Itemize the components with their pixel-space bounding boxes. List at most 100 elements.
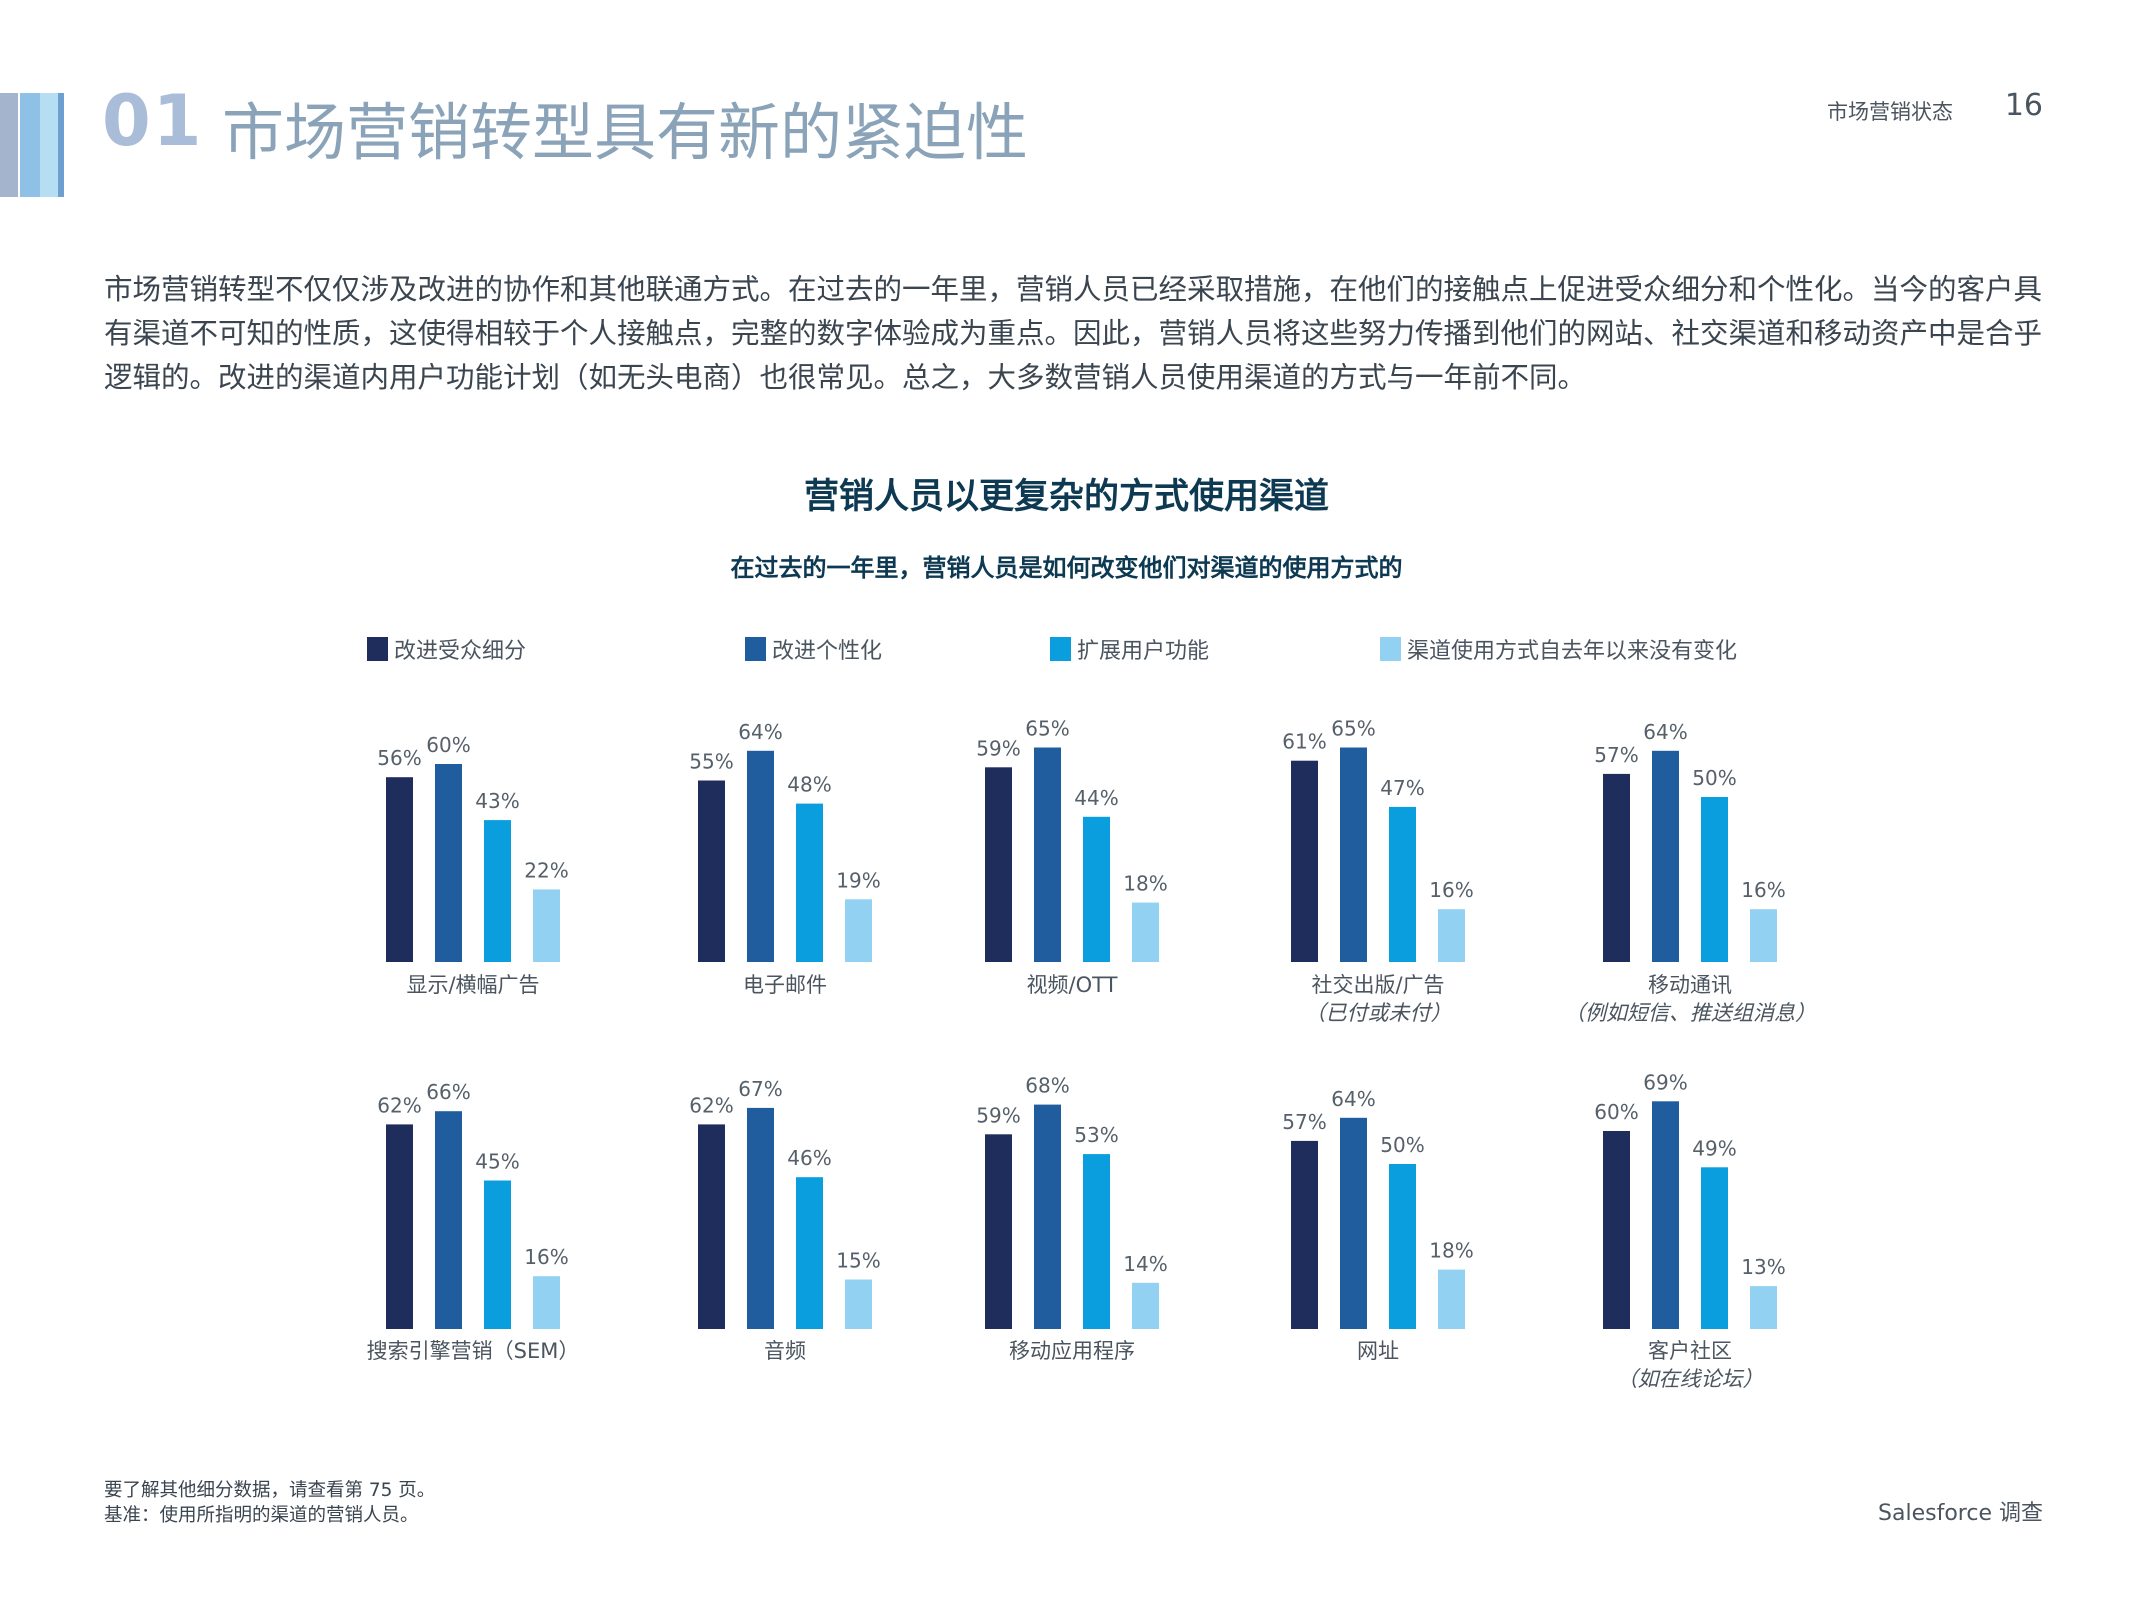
bar bbox=[698, 1124, 725, 1329]
bar bbox=[484, 1180, 511, 1329]
category-label: 网址 bbox=[1357, 1339, 1399, 1363]
bar bbox=[1389, 1164, 1416, 1329]
data-label: 43% bbox=[475, 789, 519, 813]
data-label: 55% bbox=[689, 750, 733, 774]
bar bbox=[1701, 1167, 1728, 1329]
bar bbox=[845, 1279, 872, 1329]
bar bbox=[1291, 760, 1318, 962]
data-label: 14% bbox=[1123, 1252, 1167, 1276]
footnote-base: 基准：使用所指明的渠道的营销人员。 bbox=[104, 1505, 419, 1526]
section-stripe-4 bbox=[58, 93, 64, 197]
bar bbox=[386, 777, 413, 962]
data-label: 44% bbox=[1074, 786, 1118, 810]
bar bbox=[1652, 1101, 1679, 1329]
data-label: 64% bbox=[1331, 1087, 1375, 1111]
data-label: 61% bbox=[1282, 730, 1326, 754]
data-label: 16% bbox=[1429, 878, 1473, 902]
bar bbox=[796, 803, 823, 962]
legend-swatch-personalization bbox=[745, 637, 766, 661]
data-label: 64% bbox=[738, 720, 782, 744]
bar bbox=[1340, 1117, 1367, 1329]
category-label: 音频 bbox=[764, 1339, 806, 1363]
intro-paragraph: 市场营销转型不仅仅涉及改进的协作和其他联通方式。在过去的一年里，营销人员已经采取… bbox=[104, 268, 2064, 400]
footnote-page-ref: 要了解其他细分数据，请查看第 75 页。 bbox=[104, 1480, 436, 1501]
data-label: 60% bbox=[426, 733, 470, 757]
bar bbox=[1083, 816, 1110, 962]
bar bbox=[1034, 1104, 1061, 1329]
bar bbox=[435, 1111, 462, 1329]
legend-item-personalization: 改进个性化 bbox=[745, 633, 882, 665]
category-label: 显示/横幅广告 bbox=[406, 973, 539, 997]
category-sublabel: （如在线论坛） bbox=[1617, 1367, 1764, 1391]
bar bbox=[1083, 1154, 1110, 1329]
legend-swatch-user-features bbox=[1050, 637, 1071, 661]
section-title: 市场营销转型具有新的紧迫性 bbox=[222, 96, 1029, 169]
bar bbox=[1132, 902, 1159, 962]
data-label: 62% bbox=[689, 1093, 733, 1117]
data-label: 49% bbox=[1692, 1136, 1736, 1160]
brand-label: Salesforce 调查 bbox=[1878, 1501, 2043, 1526]
data-label: 19% bbox=[836, 868, 880, 892]
section-number: 01 bbox=[102, 80, 204, 162]
data-label: 18% bbox=[1429, 1239, 1473, 1263]
bar bbox=[747, 1107, 774, 1329]
bar bbox=[796, 1177, 823, 1329]
intro-line: 逻辑的。改进的渠道内用户功能计划（如无头电商）也很常见。总之，大多数营销人员使用… bbox=[104, 361, 1587, 394]
bar bbox=[698, 780, 725, 962]
bar bbox=[1291, 1140, 1318, 1329]
page-number: 16 bbox=[2004, 88, 2043, 123]
bar bbox=[1603, 773, 1630, 962]
bar bbox=[1750, 1286, 1777, 1329]
data-label: 16% bbox=[524, 1245, 568, 1269]
data-label: 50% bbox=[1692, 766, 1736, 790]
data-label: 48% bbox=[787, 773, 831, 797]
data-label: 66% bbox=[426, 1080, 470, 1104]
bar bbox=[747, 750, 774, 962]
data-label: 13% bbox=[1741, 1255, 1785, 1279]
data-label: 56% bbox=[377, 746, 421, 770]
bar bbox=[1132, 1282, 1159, 1329]
data-label: 60% bbox=[1594, 1100, 1638, 1124]
bar bbox=[1652, 750, 1679, 962]
bar bbox=[533, 889, 560, 962]
bar bbox=[484, 820, 511, 962]
data-label: 67% bbox=[738, 1077, 782, 1101]
bar bbox=[1034, 747, 1061, 962]
data-label: 53% bbox=[1074, 1123, 1118, 1147]
bar bbox=[1701, 797, 1728, 962]
chart-title: 营销人员以更复杂的方式使用渠道 bbox=[803, 477, 1329, 517]
data-label: 15% bbox=[836, 1249, 880, 1273]
section-stripe-1 bbox=[0, 93, 18, 197]
data-label: 50% bbox=[1380, 1133, 1424, 1157]
category-label: 移动应用程序 bbox=[1009, 1339, 1135, 1363]
data-label: 62% bbox=[377, 1093, 421, 1117]
bar bbox=[1340, 747, 1367, 962]
bar bbox=[845, 899, 872, 962]
report-label: 市场营销状态 bbox=[1827, 100, 1953, 124]
legend-label: 改进受众细分 bbox=[394, 639, 527, 664]
category-label: 移动通讯 bbox=[1648, 973, 1732, 997]
data-label: 57% bbox=[1282, 1110, 1326, 1134]
category-label: 客户社区 bbox=[1648, 1339, 1732, 1363]
legend-label: 渠道使用方式自去年以来没有变化 bbox=[1407, 639, 1738, 664]
bar bbox=[1438, 909, 1465, 962]
bar bbox=[1603, 1131, 1630, 1329]
legend-item-no-change: 渠道使用方式自去年以来没有变化 bbox=[1380, 633, 1737, 665]
bar bbox=[1389, 806, 1416, 962]
bar bbox=[435, 764, 462, 962]
data-label: 45% bbox=[475, 1150, 519, 1174]
bar bbox=[533, 1276, 560, 1329]
data-label: 65% bbox=[1331, 717, 1375, 741]
section-stripe-2 bbox=[20, 93, 40, 197]
data-label: 65% bbox=[1025, 717, 1069, 741]
legend-item-user-features: 扩展用户功能 bbox=[1050, 633, 1209, 665]
data-label: 16% bbox=[1741, 878, 1785, 902]
bar bbox=[1438, 1269, 1465, 1329]
bar bbox=[386, 1124, 413, 1329]
data-label: 59% bbox=[976, 736, 1020, 760]
bar bbox=[1750, 909, 1777, 962]
data-label: 18% bbox=[1123, 872, 1167, 896]
data-label: 47% bbox=[1380, 776, 1424, 800]
category-sublabel: （已付或未付） bbox=[1305, 1001, 1452, 1025]
